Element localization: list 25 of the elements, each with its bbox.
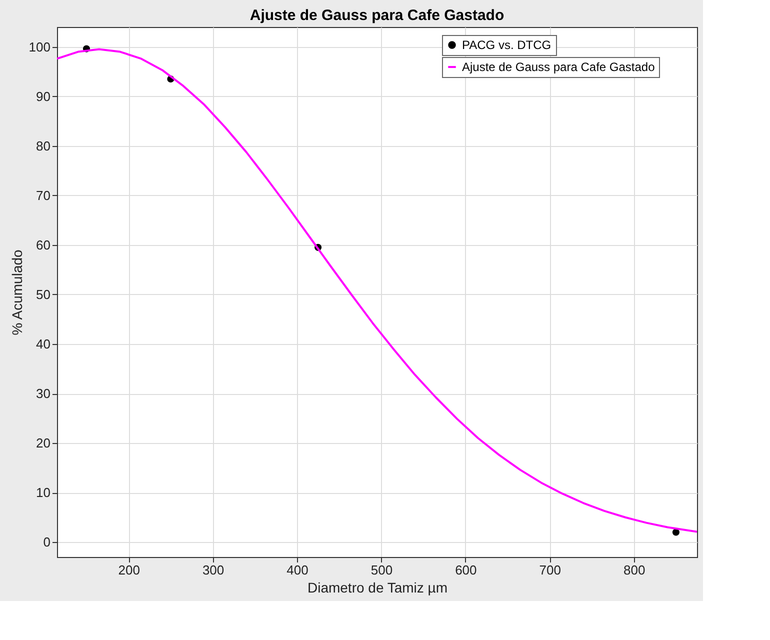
y-tick-label: 80	[36, 138, 50, 154]
y-tick-label: 30	[36, 386, 50, 402]
x-tick-label: 500	[370, 562, 393, 578]
chart-title: Ajuste de Gauss para Cafe Gastado	[250, 7, 504, 24]
legend-label: Ajuste de Gauss para Cafe Gastado	[462, 60, 656, 74]
x-tick-label: 600	[455, 562, 477, 578]
y-tick-label: 100	[28, 39, 50, 54]
x-tick-label: 700	[539, 562, 561, 578]
y-tick-label: 50	[36, 286, 50, 302]
y-tick-label: 40	[36, 336, 50, 352]
x-tick-label: 800	[623, 562, 646, 578]
y-tick-label: 90	[36, 88, 50, 104]
x-tick-label: 300	[202, 562, 224, 578]
legend-label: PACG vs. DTCG	[462, 38, 552, 52]
y-tick-label: 70	[36, 188, 50, 203]
y-tick-label: 10	[36, 485, 50, 500]
x-tick-label: 200	[118, 562, 140, 578]
y-axis-title: % Acumulado	[8, 249, 25, 336]
x-axis-title: Diametro de Tamiz µm	[307, 580, 448, 596]
y-tick-label: 60	[36, 237, 50, 252]
line-series	[57, 48, 697, 533]
y-tick-label: 20	[36, 436, 50, 451]
x-tick-label: 400	[286, 562, 308, 578]
y-tick-label: 0	[43, 534, 50, 550]
point	[672, 528, 680, 536]
